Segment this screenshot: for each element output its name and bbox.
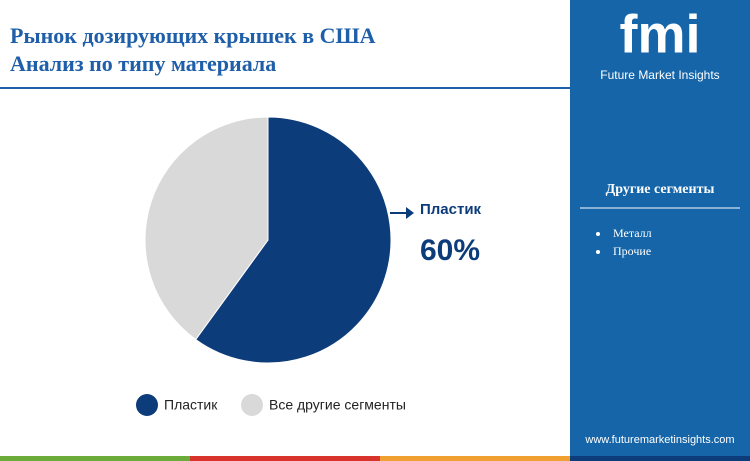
pie	[144, 116, 392, 364]
legend-swatch	[136, 394, 158, 416]
sidebar-heading: Другие сегменты	[606, 182, 715, 197]
footer-strip	[380, 456, 570, 461]
footer-strip	[0, 456, 190, 461]
footer-strip	[570, 456, 750, 461]
legend: Пластик Все другие сегменты	[136, 394, 406, 416]
callout-label: Пластик	[420, 201, 482, 218]
pie-slice	[144, 116, 269, 341]
logo: fmi	[620, 4, 701, 64]
pie-slice	[195, 116, 392, 364]
callout-arrowhead	[406, 207, 414, 219]
callout-value: 60%	[420, 234, 480, 267]
legend-label: Пластик	[164, 397, 218, 413]
url: www.futuremarketinsights.com	[584, 434, 734, 446]
legend-swatch	[241, 394, 263, 416]
sidebar-item: Прочие	[613, 244, 651, 258]
sidebar	[570, 0, 750, 461]
chart-title: Рынок дозирующих крышек в США	[10, 23, 376, 48]
bullet	[596, 250, 600, 254]
bullet	[596, 232, 600, 236]
sidebar-item: Металл	[613, 226, 652, 240]
chart-subtitle: Анализ по типу материала	[10, 51, 276, 76]
brand: Future Market Insights	[600, 68, 719, 82]
legend-label: Все другие сегменты	[269, 397, 406, 413]
footer-strip	[190, 456, 380, 461]
